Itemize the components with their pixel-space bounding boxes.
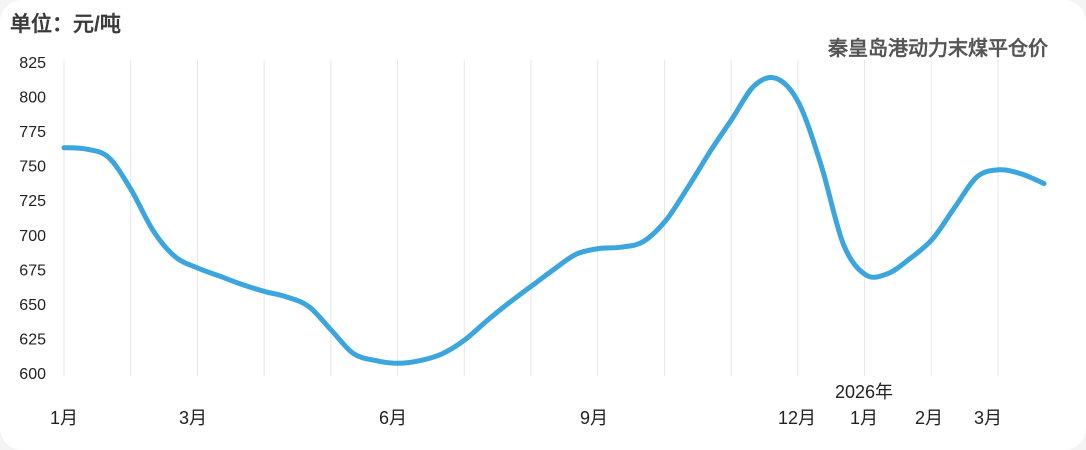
y-tick-label: 750 xyxy=(19,159,46,176)
y-tick-label: 675 xyxy=(19,262,46,279)
chart-title: 秦皇岛港动力末煤平仓价 xyxy=(828,38,1048,60)
x-axis-ticks: 1月 3月 6月 9月 12月 1月 2月 3月 xyxy=(50,408,1002,428)
y-tick-label: 800 xyxy=(19,90,46,107)
unit-label: 单位：元/吨 xyxy=(10,13,121,36)
x-tick-label: 9月 xyxy=(580,408,608,428)
x-tick-label: 6月 xyxy=(379,408,407,428)
y-tick-label: 625 xyxy=(19,331,46,348)
y-tick-label: 825 xyxy=(19,55,46,72)
x-tick-label: 1月 xyxy=(50,408,78,428)
price-series-line xyxy=(61,74,1047,366)
year-label: 2026年 xyxy=(835,382,893,402)
x-tick-label: 2月 xyxy=(915,408,943,428)
x-tick-label: 3月 xyxy=(974,408,1002,428)
y-axis-ticks: 600 625 650 675 700 725 750 775 800 825 xyxy=(19,55,46,383)
y-tick-label: 775 xyxy=(19,124,46,141)
grid-layer xyxy=(63,60,999,376)
y-tick-label: 600 xyxy=(19,366,46,383)
y-tick-label: 700 xyxy=(19,228,46,245)
y-tick-label: 650 xyxy=(19,297,46,314)
x-tick-label: 1月 xyxy=(850,408,878,428)
x-tick-label: 12月 xyxy=(778,408,816,428)
x-tick-label: 3月 xyxy=(179,408,207,428)
y-tick-label: 725 xyxy=(19,193,46,210)
